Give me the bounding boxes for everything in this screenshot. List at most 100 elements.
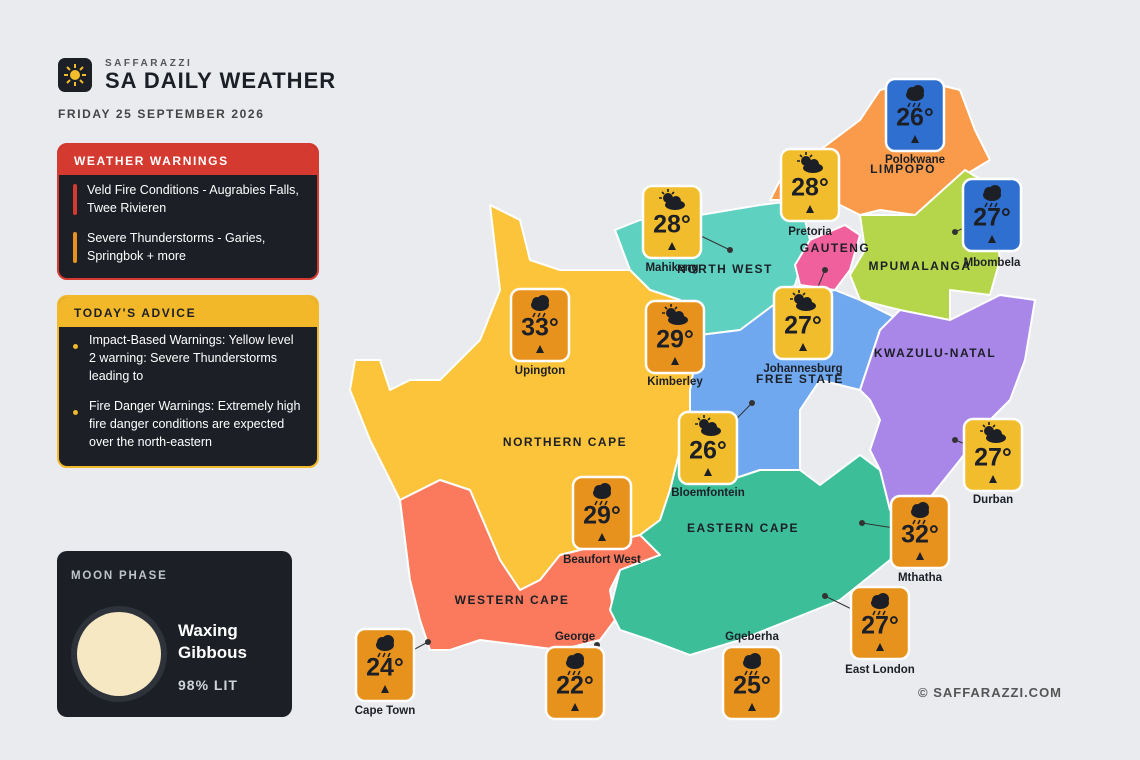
temperature: 24° <box>366 654 404 682</box>
city-name: Kimberley <box>647 376 703 388</box>
city-dot <box>822 593 828 599</box>
weather-tile <box>571 475 633 551</box>
advice-item: Impact-Based Warnings: Yellow level 2 wa… <box>73 331 303 385</box>
city-dot <box>822 267 828 273</box>
warning-item: Veld Fire Conditions - Augrabies Falls, … <box>73 181 303 217</box>
city-name: Cape Town <box>355 705 415 717</box>
city: 28° Pretoria <box>779 147 841 238</box>
city-name: Pretoria <box>788 226 832 238</box>
advice-title: TODAY'S ADVICE <box>59 297 317 327</box>
moon-phase: Waxing Gibbous <box>178 621 247 662</box>
city-name: Mthatha <box>898 572 943 584</box>
province-label: MPUMALANGA <box>869 259 972 273</box>
city-dot <box>859 520 865 526</box>
city-dot <box>749 400 755 406</box>
warnings-card: WEATHER WARNINGS Veld Fire Conditions - … <box>57 143 319 280</box>
wind-arrow <box>704 468 712 476</box>
wind-arrow <box>671 357 679 365</box>
city-name: East London <box>845 664 915 676</box>
temperature: 28° <box>791 174 829 202</box>
province-label: EASTERN CAPE <box>687 521 799 535</box>
province-label: NORTHERN CAPE <box>503 435 627 449</box>
temperature: 22° <box>556 672 594 700</box>
weather-tile <box>644 299 706 375</box>
city: 24° Cape Town <box>354 627 431 717</box>
wind-arrow <box>748 703 756 711</box>
province-label: NORTH WEST <box>677 262 773 276</box>
temperature: 32° <box>901 521 939 549</box>
city: 26° Polokwane <box>884 77 946 166</box>
temperature: 25° <box>733 672 771 700</box>
advice-card: TODAY'S ADVICE Impact-Based Warnings: Ye… <box>57 295 319 468</box>
weather-tile <box>509 287 571 363</box>
city: 27° Durban <box>952 417 1024 506</box>
weather-tile <box>962 417 1024 493</box>
logo <box>58 58 92 92</box>
city: 27° East London <box>822 585 915 676</box>
city: 29° Beaufort West <box>563 475 641 566</box>
weather-tile <box>544 645 606 721</box>
moon-title: MOON PHASE <box>71 570 168 582</box>
warnings-title: WEATHER WARNINGS <box>59 145 317 175</box>
province-label: FREE STATE <box>756 372 844 386</box>
warning-text: Severe Thunderstorms - Garies, Springbok… <box>87 231 266 263</box>
wind-arrow <box>989 475 997 483</box>
weather-tile <box>779 147 841 223</box>
city-name: Johannesburg <box>763 363 842 375</box>
weather-tile <box>849 585 911 661</box>
brand: SAFFARAZZI <box>105 58 193 69</box>
gauteng-shape <box>794 224 861 291</box>
weather-tile <box>889 494 951 570</box>
temperature: 29° <box>656 326 694 354</box>
province-label: KWAZULU-NATAL <box>874 346 996 360</box>
city-name: Bloemfontein <box>671 487 744 499</box>
city-dot <box>952 437 958 443</box>
credit: © SAFFARAZZI.COM <box>918 685 1063 700</box>
city-name: Upington <box>515 365 565 377</box>
wind-arrow <box>988 235 996 243</box>
city-name: Durban <box>973 494 1013 506</box>
western-cape-shape <box>399 479 666 651</box>
wind-arrow <box>876 643 884 651</box>
city-dot <box>727 247 733 253</box>
date: FRIDAY 25 SEPTEMBER 2026 <box>58 107 265 121</box>
city-name: George <box>555 631 595 643</box>
city: 27° Mbombela <box>952 177 1023 269</box>
wind-arrow <box>536 345 544 353</box>
temperature: 28° <box>653 211 691 239</box>
wind-arrow <box>806 205 814 213</box>
temperature: 26° <box>689 437 727 465</box>
warning-item: Severe Thunderstorms - Garies, Springbok… <box>73 229 303 265</box>
city: 25° Gqeberha <box>721 631 783 721</box>
logo-icon <box>64 64 86 86</box>
warning-bar <box>73 232 77 263</box>
title: SA DAILY WEATHER <box>105 68 337 93</box>
weather-tile <box>677 410 739 486</box>
temperature: 27° <box>973 204 1011 232</box>
weather-tile <box>354 627 416 703</box>
temperature: 26° <box>896 104 934 132</box>
weather-tile <box>961 177 1023 253</box>
wind-arrow <box>799 343 807 351</box>
province-label: WESTERN CAPE <box>455 593 570 607</box>
temperature: 27° <box>784 312 822 340</box>
province-label: GAUTENG <box>800 241 871 255</box>
temperature: 33° <box>521 314 559 342</box>
temperature: 27° <box>861 612 899 640</box>
warning-bar <box>73 184 77 215</box>
city: 32° Mthatha <box>859 494 951 584</box>
wind-arrow <box>381 685 389 693</box>
city-dot <box>425 639 431 645</box>
city-dot <box>952 229 958 235</box>
province-label: LIMPOPO <box>870 162 936 176</box>
city: 28° Mahikeng <box>641 184 733 274</box>
weather-tile <box>884 77 946 153</box>
temperature: 27° <box>974 444 1012 472</box>
wind-arrow <box>668 242 676 250</box>
warning-text: Veld Fire Conditions - Augrabies Falls, … <box>87 183 299 215</box>
weather-tile <box>721 645 783 721</box>
moon-card: MOON PHASE Waxing Gibbous 98% LIT <box>57 551 292 717</box>
wind-arrow <box>598 533 606 541</box>
